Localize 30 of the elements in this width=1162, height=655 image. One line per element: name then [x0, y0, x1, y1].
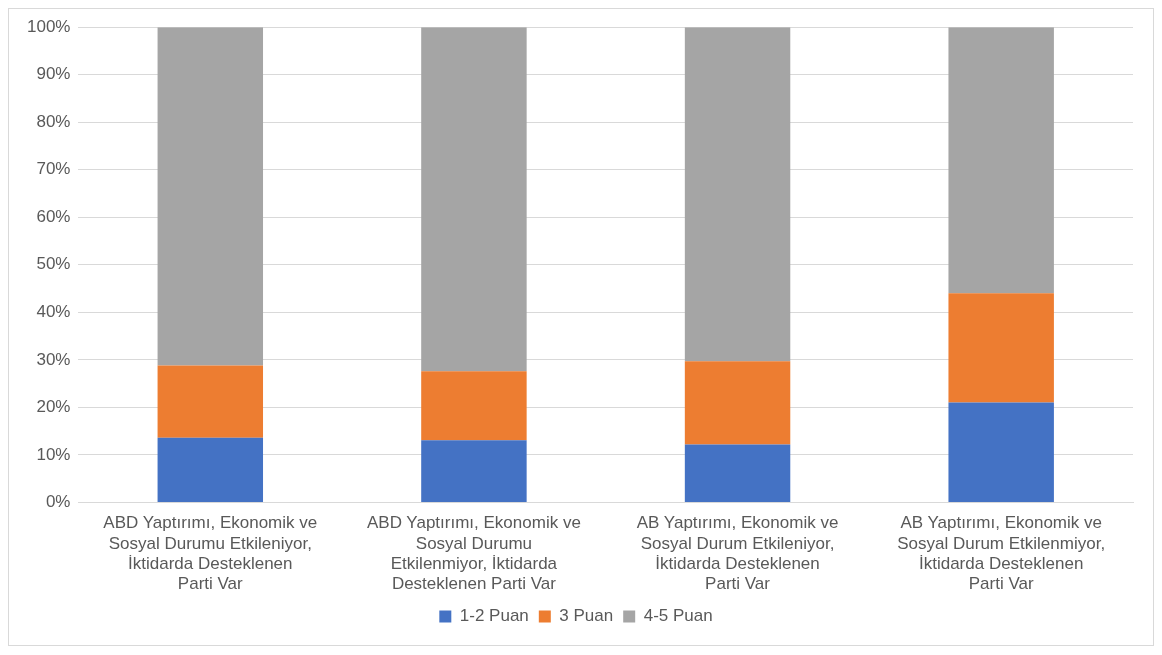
- bar: [684, 361, 791, 445]
- y-tick-label: 50%: [36, 254, 71, 274]
- legend-label: 1-2 Puan: [459, 606, 529, 626]
- y-tick-label: 100%: [27, 16, 71, 36]
- bar: [684, 27, 791, 362]
- legend-label: 3 Puan: [559, 606, 614, 626]
- y-tick-label: 90%: [36, 64, 71, 84]
- y-tick-label: 80%: [36, 111, 71, 131]
- bar: [157, 365, 264, 438]
- bar: [421, 371, 527, 441]
- legend-label: 4-5 Puan: [643, 606, 713, 626]
- bar: [421, 440, 527, 502]
- bar: [157, 437, 264, 502]
- x-tick-label: ABD Yaptırımı, Ekonomik ve Sosyal Durumu Etkileniyor, İktidarda Desteklenen Parti Var: [103, 513, 318, 594]
- y-tick-label: 10%: [36, 444, 71, 464]
- bar: [421, 27, 527, 372]
- bar: [948, 27, 1054, 294]
- y-tick-label: 0%: [45, 492, 71, 512]
- x-tick-label: AB Yaptırımı, Ekonomik ve Sosyal Durum Etkileniyor, İktidarda Desteklenen Parti Var: [636, 513, 839, 594]
- x-tick-label: AB Yaptırımı, Ekonomik ve Sosyal Durum Etkilenmiyor, İktidarda Desteklenen Parti Var: [897, 513, 1106, 594]
- y-tick-label: 20%: [36, 397, 71, 417]
- bar: [948, 293, 1054, 403]
- y-tick-label: 30%: [36, 349, 71, 369]
- y-tick-label: 60%: [36, 206, 71, 226]
- y-tick-label: 40%: [36, 302, 71, 322]
- bar: [948, 402, 1054, 502]
- bar: [684, 444, 791, 502]
- bar: [157, 27, 264, 366]
- y-tick-label: 70%: [36, 159, 71, 179]
- x-tick-label: ABD Yaptırımı, Ekonomik ve Sosyal Durumu Etkilenmiyor, İktidarda Desteklenen Parti Var: [367, 513, 581, 594]
